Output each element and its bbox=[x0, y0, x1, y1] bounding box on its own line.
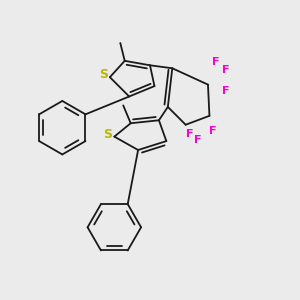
Text: F: F bbox=[186, 129, 194, 139]
Text: F: F bbox=[212, 57, 219, 67]
Text: F: F bbox=[209, 126, 216, 136]
Text: S: S bbox=[103, 128, 112, 141]
Text: F: F bbox=[194, 135, 201, 145]
Text: S: S bbox=[99, 68, 108, 81]
Text: F: F bbox=[222, 85, 230, 96]
Text: F: F bbox=[222, 65, 230, 75]
